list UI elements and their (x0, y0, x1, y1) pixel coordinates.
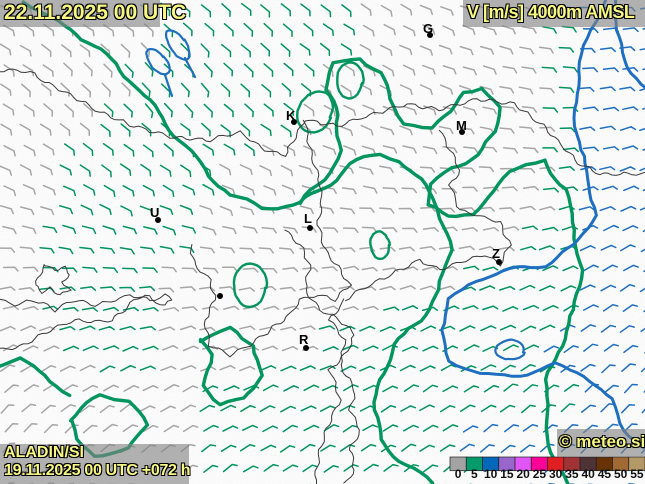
svg-text:Z: Z (492, 246, 500, 261)
svg-text:45: 45 (598, 467, 612, 481)
svg-text:M: M (456, 118, 467, 133)
svg-text:30: 30 (549, 467, 563, 481)
svg-text:50: 50 (614, 467, 628, 481)
svg-text:20: 20 (516, 467, 530, 481)
svg-text:U: U (150, 205, 159, 220)
svg-text:L: L (304, 211, 312, 226)
svg-text:K: K (286, 108, 296, 123)
svg-text:40: 40 (581, 467, 595, 481)
svg-text:15: 15 (500, 467, 514, 481)
svg-text:55: 55 (630, 467, 644, 481)
svg-text:G: G (423, 21, 433, 36)
svg-text:5: 5 (471, 467, 478, 481)
svg-text:35: 35 (565, 467, 579, 481)
svg-text:0: 0 (455, 467, 462, 481)
svg-text:25: 25 (533, 467, 547, 481)
svg-text:10: 10 (484, 467, 498, 481)
svg-text:R: R (299, 332, 309, 347)
